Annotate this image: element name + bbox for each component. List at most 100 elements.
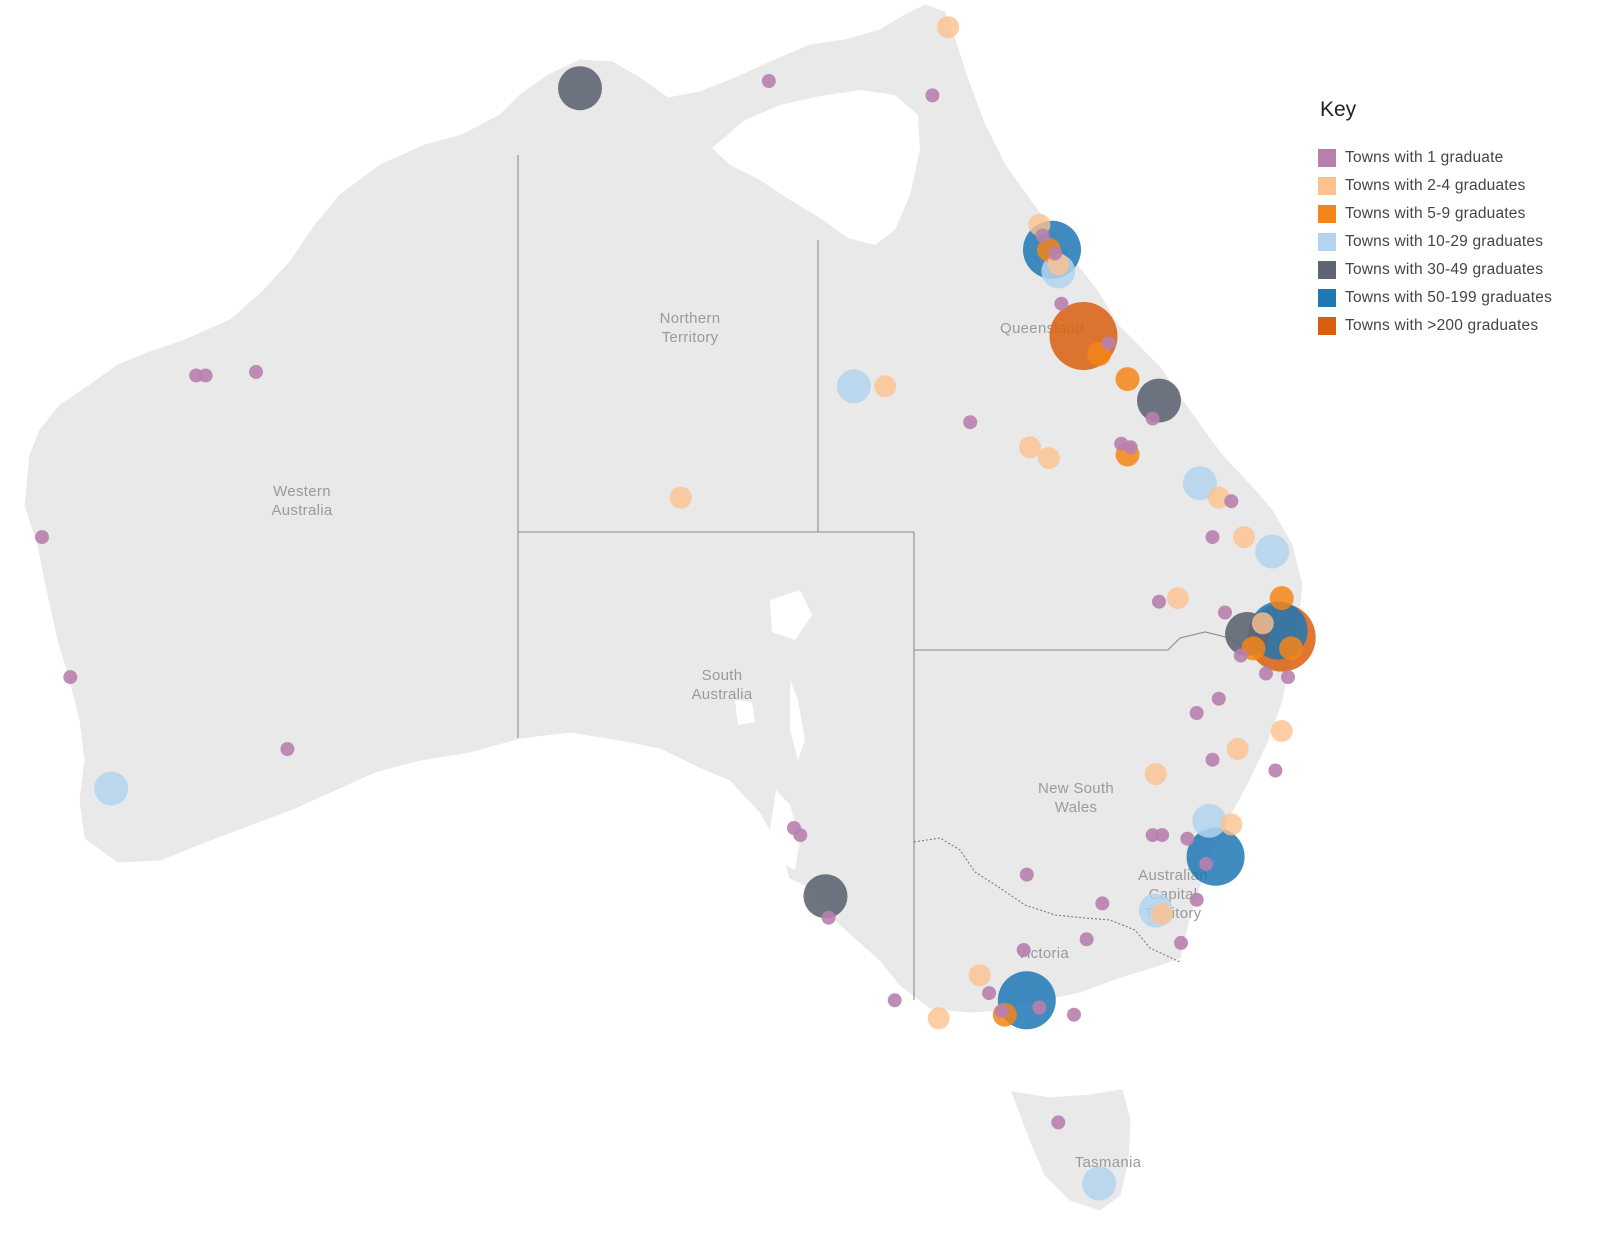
- legend-item: Towns with 2-4 graduates: [1318, 172, 1588, 200]
- town-marker: [1189, 706, 1204, 720]
- legend-swatch: [1318, 233, 1336, 251]
- town-marker: [280, 742, 295, 756]
- label-northern-territory: Northern Territory: [660, 310, 721, 346]
- town-marker: [1166, 587, 1189, 610]
- legend-label: Towns with 50-199 graduates: [1345, 289, 1553, 306]
- town-marker: [887, 993, 902, 1008]
- town-marker: [1205, 752, 1220, 767]
- town-marker: [982, 986, 997, 1001]
- town-marker: [63, 670, 78, 685]
- legend-label: Towns with 1 graduate: [1345, 149, 1504, 166]
- town-marker: [1067, 1007, 1081, 1022]
- region-labels: Western Australia Northern Territory Queen…: [271, 310, 1207, 1171]
- legend-item: Towns with 50-199 graduates: [1318, 284, 1588, 312]
- town-marker: [94, 771, 129, 806]
- town-marker: [249, 364, 263, 379]
- town-marker: [1101, 336, 1116, 351]
- border-nsw-vic: [913, 837, 1181, 963]
- lake-gairdner: [735, 700, 755, 725]
- town-marker: [1226, 738, 1249, 760]
- town-marker: [1279, 636, 1304, 661]
- town-marker: [1095, 896, 1110, 911]
- legend-swatch: [1318, 289, 1336, 307]
- town-marker: [994, 1004, 1009, 1019]
- town-marker: [1251, 612, 1274, 635]
- town-marker: [1205, 530, 1220, 545]
- town-marker: [1199, 856, 1214, 871]
- legend-item: Towns with >200 graduates: [1318, 312, 1588, 340]
- town-marker: [1152, 594, 1166, 609]
- spencer-gulf: [770, 790, 800, 870]
- town-marker: [874, 375, 897, 398]
- state-borders: [517, 155, 1276, 1000]
- legend-swatch: [1318, 177, 1336, 195]
- land-layer: [24, 4, 1303, 1211]
- town-marker: [1268, 763, 1283, 778]
- town-marker: [1137, 378, 1181, 423]
- town-marker: [1019, 436, 1041, 459]
- town-marker: [968, 964, 991, 987]
- town-marker: [1281, 670, 1295, 685]
- legend-item: Towns with 30-49 graduates: [1318, 256, 1588, 284]
- town-marker: [1174, 935, 1188, 950]
- town-marker: [927, 1007, 950, 1030]
- town-marker: [1037, 447, 1060, 470]
- legend-items: Towns with 1 graduate Towns with 2-4 grad…: [1318, 144, 1588, 340]
- town-marker: [1189, 892, 1204, 907]
- town-marker: [1255, 534, 1290, 569]
- town-marker: [1151, 903, 1174, 926]
- town-marker: [198, 368, 213, 383]
- legend-label: Towns with >200 graduates: [1345, 317, 1539, 334]
- town-marker: [1269, 586, 1294, 611]
- town-markers: [35, 16, 1316, 1201]
- legend-item: Towns with 10-29 graduates: [1318, 228, 1588, 256]
- label-western-australia: Western Australia: [271, 483, 332, 519]
- town-marker: [1182, 466, 1217, 501]
- town-marker: [1224, 494, 1239, 509]
- town-marker: [1186, 827, 1245, 886]
- label-tasmania: Tasmania: [1075, 1154, 1142, 1171]
- town-marker: [1145, 828, 1160, 843]
- legend-label: Towns with 30-49 graduates: [1345, 261, 1544, 278]
- lake-eyre: [770, 590, 812, 640]
- town-marker: [1082, 1166, 1117, 1201]
- legend-swatch: [1318, 261, 1336, 279]
- town-marker: [803, 874, 848, 919]
- town-marker: [1192, 803, 1227, 838]
- town-marker: [1207, 486, 1230, 509]
- town-marker: [1180, 831, 1195, 846]
- town-marker: [1035, 228, 1050, 243]
- town-marker: [761, 74, 776, 88]
- town-marker: [1048, 246, 1063, 261]
- town-marker: [821, 910, 836, 925]
- town-marker: [1259, 666, 1273, 681]
- town-marker: [35, 530, 49, 545]
- town-marker: [669, 486, 692, 509]
- town-marker: [1019, 867, 1034, 882]
- label-south-australia: South Australia: [691, 667, 752, 703]
- town-marker: [1270, 720, 1293, 742]
- town-marker: [1079, 932, 1094, 947]
- town-marker: [1051, 1115, 1066, 1130]
- town-marker: [836, 369, 871, 404]
- legend: Key Towns with 1 graduate Towns with 2-4 …: [1318, 98, 1588, 340]
- legend-swatch: [1318, 149, 1336, 167]
- legend-swatch: [1318, 317, 1336, 335]
- town-marker: [1218, 605, 1232, 620]
- legend-label: Towns with 5-9 graduates: [1345, 205, 1526, 222]
- town-marker: [1145, 411, 1160, 426]
- town-marker: [937, 16, 960, 39]
- town-marker: [1054, 296, 1069, 311]
- legend-title: Key: [1320, 98, 1357, 121]
- legend-item: Towns with 5-9 graduates: [1318, 200, 1588, 228]
- town-marker: [1211, 691, 1226, 706]
- town-marker: [1144, 763, 1167, 786]
- town-marker: [963, 415, 978, 430]
- town-marker: [1032, 1000, 1047, 1015]
- legend-item: Towns with 1 graduate: [1318, 144, 1588, 172]
- label-new-south-wales: New South Wales: [1038, 780, 1114, 816]
- town-marker: [1232, 526, 1255, 549]
- legend-label: Towns with 10-29 graduates: [1345, 233, 1544, 250]
